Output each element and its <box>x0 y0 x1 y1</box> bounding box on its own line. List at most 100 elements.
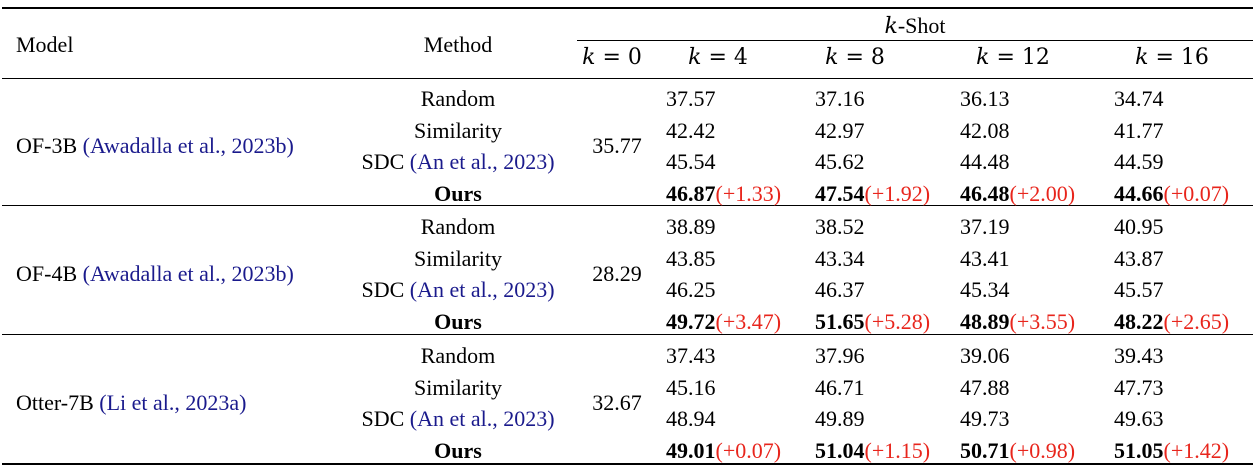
table-cell: 37.57 <box>666 86 716 112</box>
table-cell: 45.62 <box>815 149 865 175</box>
table-cell: 49.89 <box>815 406 865 432</box>
cell-value: 43.34 <box>815 245 865 271</box>
header-model: Model <box>16 32 74 57</box>
header-shot-4: k = 16 <box>1135 44 1209 71</box>
cell-value: 42.97 <box>815 117 865 143</box>
cell-gain: (+1.42) <box>1163 437 1230 463</box>
model-label: OF-4B <box>16 261 78 287</box>
table-cell: 47.88 <box>960 375 1010 401</box>
cell-value: 36.13 <box>960 86 1010 111</box>
cell-value: 37.19 <box>960 214 1010 239</box>
table-cell: 49.72(+3.47) <box>666 309 781 335</box>
table-cell: 38.52 <box>815 214 865 240</box>
cell-value: 47.73 <box>1114 374 1164 400</box>
table-cell: 42.42 <box>666 118 716 144</box>
table-cell: 34.74 <box>1114 86 1164 112</box>
method-label: Ours <box>434 437 482 463</box>
cell-gain: (+1.15) <box>864 437 931 463</box>
shot-k-symbol: k <box>688 45 702 70</box>
cell-value: 45.34 <box>960 277 1010 302</box>
table-cell: 45.54 <box>666 149 716 175</box>
cell-value: 49.01 <box>666 437 716 463</box>
cell-value: 49.73 <box>960 406 1010 431</box>
cell-value: 51.04 <box>815 437 865 463</box>
method-name: Ours <box>434 181 482 207</box>
model-citation-link[interactable]: (Awadalla et al., 2023b) <box>82 133 294 159</box>
cell-value: 44.59 <box>1114 149 1164 174</box>
top-rule <box>2 7 1253 9</box>
cell-value: 38.89 <box>666 214 716 239</box>
header-kshot-rest: -Shot <box>897 13 946 38</box>
cell-value: 39.06 <box>960 343 1010 368</box>
cell-gain: (+0.07) <box>715 437 782 463</box>
header-rule <box>2 78 1253 79</box>
table-cell: 49.73 <box>960 406 1010 432</box>
method-citation-link[interactable]: (An et al., 2023) <box>409 149 555 174</box>
cell-value: 50.71 <box>960 437 1010 463</box>
table-cell: 51.04(+1.15) <box>815 438 930 464</box>
cell-value: 43.41 <box>960 245 1010 271</box>
model-label: OF-3B <box>16 133 78 159</box>
table-cell: 43.87 <box>1114 246 1164 272</box>
header-shot-2: k = 8 <box>825 44 885 71</box>
table-cell: 41.77 <box>1114 118 1164 144</box>
method-label: Ours <box>434 308 482 334</box>
table-cell: 49.01(+0.07) <box>666 438 781 464</box>
method-name: Random <box>421 343 496 369</box>
method-name: Ours <box>434 438 482 464</box>
cell-value: 43.85 <box>666 245 716 271</box>
cell-value: 49.89 <box>815 406 865 431</box>
cell-value: 34.74 <box>1114 86 1164 111</box>
table-cell: 45.57 <box>1114 277 1164 303</box>
cell-value: 45.62 <box>815 149 865 174</box>
table-cell: 44.59 <box>1114 149 1164 175</box>
cell-gain: (+0.98) <box>1009 437 1076 463</box>
table-cell: 46.48(+2.00) <box>960 181 1075 207</box>
model-name: OF-3B (Awadalla et al., 2023b) <box>16 133 294 159</box>
model-citation-link[interactable]: (Li et al., 2023a) <box>99 390 247 416</box>
table-cell: 40.95 <box>1114 214 1164 240</box>
cell-value: 42.42 <box>666 117 716 143</box>
model-name: OF-4B (Awadalla et al., 2023b) <box>16 261 294 287</box>
cell-value: 44.66 <box>1114 180 1164 206</box>
group-rule-2 <box>2 334 1253 335</box>
method-name: Ours <box>434 309 482 335</box>
method-name: SDC (An et al., 2023) <box>361 277 554 303</box>
table-cell: 51.05(+1.42) <box>1114 438 1229 464</box>
table-cell: 39.43 <box>1114 343 1164 369</box>
table-cell: 46.71 <box>815 375 865 401</box>
cell-value: 37.57 <box>666 86 716 111</box>
table-cell: 38.89 <box>666 214 716 240</box>
cell-value: 37.96 <box>815 343 865 368</box>
header-shot-3: k = 12 <box>976 44 1050 71</box>
cell-gain: (+3.47) <box>715 308 782 334</box>
model-citation-link[interactable]: (Awadalla et al., 2023b) <box>82 261 294 287</box>
table-cell: 48.94 <box>666 406 716 432</box>
cell-value: 38.52 <box>815 214 865 239</box>
shot-k-symbol: k <box>825 45 839 70</box>
table-cell: 51.65(+5.28) <box>815 309 930 335</box>
table-cell: 43.41 <box>960 246 1010 272</box>
method-name: SDC (An et al., 2023) <box>361 149 554 175</box>
table-cell: 49.63 <box>1114 406 1164 432</box>
table-cell: 45.16 <box>666 375 716 401</box>
method-citation-link[interactable]: (An et al., 2023) <box>409 406 555 431</box>
cell-gain: (+1.33) <box>715 180 782 206</box>
cell-value: 46.37 <box>815 277 865 302</box>
method-label: SDC <box>361 406 405 431</box>
cell-value: 46.87 <box>666 180 716 206</box>
method-label: Random <box>420 343 496 368</box>
table-cell: 46.25 <box>666 277 716 303</box>
method-label: SDC <box>361 277 405 302</box>
method-name: SDC (An et al., 2023) <box>361 406 554 432</box>
shot-k-value: = 12 <box>989 45 1050 70</box>
method-label: Random <box>420 214 496 239</box>
header-kshot: k-Shot <box>884 13 945 40</box>
cell-value: 42.08 <box>960 117 1010 143</box>
cell-value: 51.05 <box>1114 437 1164 463</box>
method-citation-link[interactable]: (An et al., 2023) <box>409 277 555 302</box>
shot-k-symbol: k <box>582 45 596 70</box>
method-name: Similarity <box>414 246 502 272</box>
method-name: Similarity <box>414 118 502 144</box>
header-shot-1: k = 4 <box>688 44 748 71</box>
